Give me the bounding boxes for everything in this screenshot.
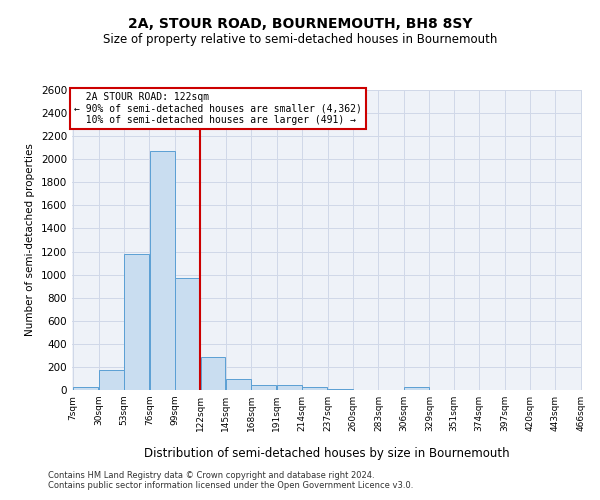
Bar [99,370,124,390]
Bar [175,278,200,390]
Text: Size of property relative to semi-detached houses in Bournemouth: Size of property relative to semi-detach… [103,32,497,46]
Bar [404,386,429,390]
Text: Contains public sector information licensed under the Open Government Licence v3: Contains public sector information licen… [48,480,413,490]
Bar [200,357,226,390]
Bar [251,385,277,390]
Bar [73,387,98,390]
Bar [150,150,175,390]
Text: Contains HM Land Registry data © Crown copyright and database right 2024.: Contains HM Land Registry data © Crown c… [48,470,374,480]
Text: Distribution of semi-detached houses by size in Bournemouth: Distribution of semi-detached houses by … [144,448,510,460]
Text: 2A, STOUR ROAD, BOURNEMOUTH, BH8 8SY: 2A, STOUR ROAD, BOURNEMOUTH, BH8 8SY [128,18,472,32]
Text: 2A STOUR ROAD: 122sqm
← 90% of semi-detached houses are smaller (4,362)
  10% of: 2A STOUR ROAD: 122sqm ← 90% of semi-deta… [74,92,362,124]
Bar [277,386,302,390]
Bar [302,386,327,390]
Bar [226,379,251,390]
Y-axis label: Number of semi-detached properties: Number of semi-detached properties [25,144,35,336]
Bar [124,254,149,390]
